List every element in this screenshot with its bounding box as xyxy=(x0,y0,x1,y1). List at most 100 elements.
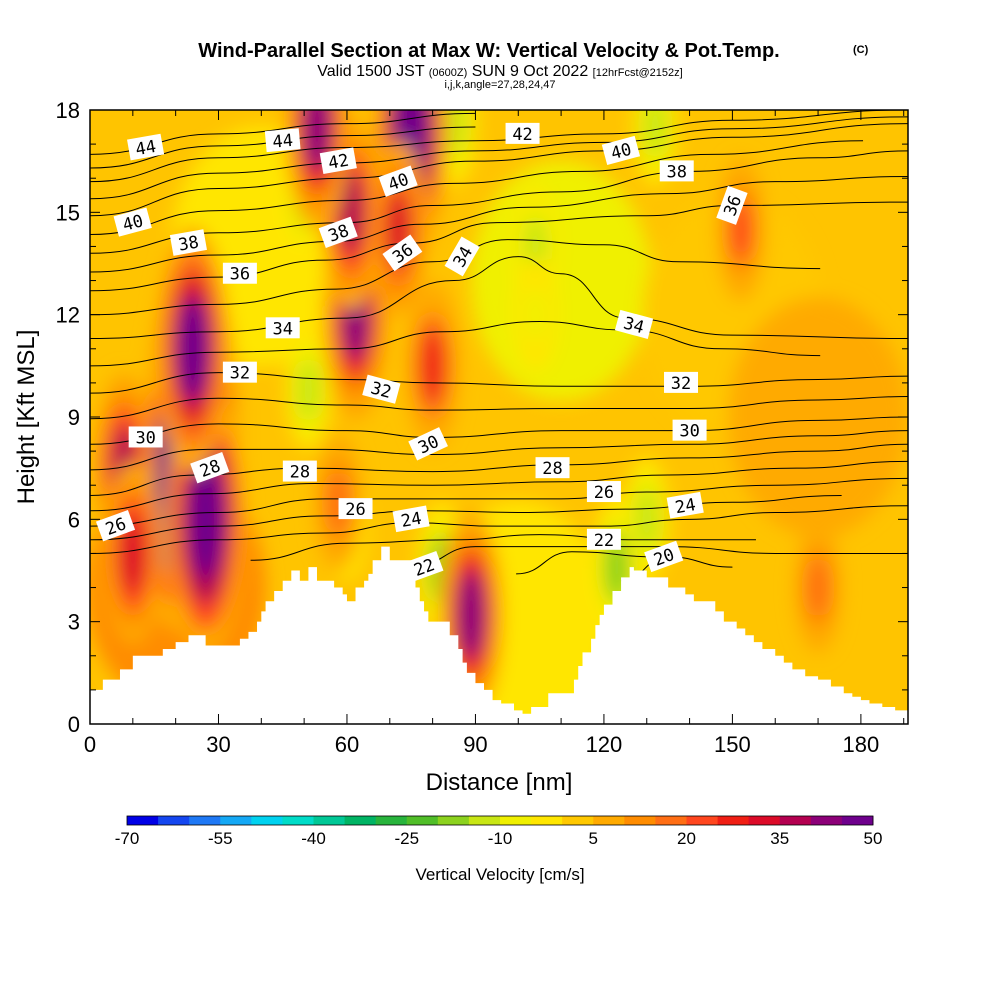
contour-label-box xyxy=(265,317,300,339)
contour-label-text: 26 xyxy=(594,483,614,503)
contour-label: 38 xyxy=(318,216,358,249)
colorbar-label: Vertical Velocity [cm/s] xyxy=(415,865,584,884)
contour-label: 32 xyxy=(222,361,257,384)
contour-label-box xyxy=(318,216,358,249)
downdraft-cell xyxy=(297,359,320,421)
theta-contour-24 xyxy=(90,505,908,554)
contour-label: 28 xyxy=(535,457,570,479)
downdraft-cell xyxy=(524,286,547,343)
theta-contour-minor xyxy=(250,534,756,561)
contour-label-box xyxy=(128,426,163,448)
x-tick-label: 30 xyxy=(206,732,230,757)
colorbar-swatch xyxy=(375,816,408,825)
contour-label-text: 24 xyxy=(674,495,698,518)
contour-label: 26 xyxy=(338,498,373,520)
subtitle-utc: (0600Z) xyxy=(429,67,468,79)
contour-label: 26 xyxy=(586,481,621,503)
contour-label-box xyxy=(190,452,230,484)
contour-label-box xyxy=(586,481,621,503)
colorbar-swatch xyxy=(220,816,252,825)
theta-contour-minor xyxy=(90,460,908,512)
colorbar-swatch xyxy=(127,816,159,825)
contour-label-box xyxy=(222,262,257,284)
colorbar-swatch xyxy=(810,816,843,825)
contour-label: 40 xyxy=(601,135,641,165)
contour-label: 44 xyxy=(264,128,301,153)
theta-contour-minor xyxy=(90,396,908,420)
contour-label-text: 30 xyxy=(679,422,699,442)
colorbar-tick-label: 35 xyxy=(770,829,789,848)
contour-label: 20 xyxy=(644,540,684,573)
contour-label-box xyxy=(338,498,373,520)
contour-label-box xyxy=(666,491,704,519)
contour-label: 34 xyxy=(265,317,300,339)
contour-label-text: 28 xyxy=(290,463,310,483)
contour-label: 22 xyxy=(586,528,621,551)
contour-label: 38 xyxy=(169,229,207,256)
x-tick-label: 150 xyxy=(714,732,751,757)
theta-contour-22 xyxy=(411,546,908,568)
theta-contour-minor xyxy=(90,320,821,367)
terrain xyxy=(90,546,908,724)
y-tick-label: 0 xyxy=(68,712,80,737)
updraft-cell xyxy=(807,558,829,617)
contour-label-box xyxy=(319,147,357,174)
updraft-cell xyxy=(188,459,223,579)
colorbar-swatch xyxy=(468,816,501,825)
contour-label: 38 xyxy=(659,160,694,182)
contour-label-box xyxy=(672,419,707,441)
contour-label-text: 22 xyxy=(594,531,614,551)
contour-label-box xyxy=(601,135,641,165)
theta-contour-40 xyxy=(90,123,908,217)
chart-title-mark: (C) xyxy=(853,44,869,56)
chart-title-group: Wind-Parallel Section at Max W: Vertical… xyxy=(198,40,868,91)
contour-label-box xyxy=(716,185,748,225)
contour-label-text: 34 xyxy=(272,319,292,339)
contour-label-box xyxy=(614,309,654,339)
contour-label-text: 42 xyxy=(512,125,532,145)
colorbar-swatch xyxy=(406,816,439,825)
contour-label: 44 xyxy=(127,133,165,161)
contour-label-text: 28 xyxy=(542,459,562,479)
subtitle-valid: Valid 1500 JST xyxy=(317,63,428,80)
colorbar-tick-label: 5 xyxy=(589,829,598,848)
contour-label-box xyxy=(113,207,152,237)
updraft-cell xyxy=(120,513,146,594)
colorbar-swatch xyxy=(500,816,532,825)
contour-label-box xyxy=(382,234,423,272)
colorbar-swatch xyxy=(344,816,377,825)
contour-label-box xyxy=(664,371,699,393)
theta-contour-minor xyxy=(90,494,842,541)
contour-label: 30 xyxy=(672,419,707,442)
contour-label-text: 38 xyxy=(177,232,201,255)
colorbar-swatch xyxy=(624,816,656,825)
downdraft-cell xyxy=(635,488,659,551)
x-tick-label: 180 xyxy=(843,732,880,757)
updraft-cell xyxy=(457,569,486,661)
colorbar-swatch xyxy=(251,816,283,825)
subtitle-date: SUN 9 Oct 2022 xyxy=(467,63,592,80)
colorbar-swatch xyxy=(593,816,625,825)
contour-label-box xyxy=(264,128,301,153)
contour-label-box xyxy=(535,457,570,479)
contour-label-text: 26 xyxy=(345,500,365,520)
colorbar-tick-label: -10 xyxy=(488,829,513,848)
colorbar-swatch xyxy=(655,816,687,825)
contour-label-text: 32 xyxy=(671,374,691,394)
colorbar-swatch xyxy=(313,816,345,825)
contour-label: 30 xyxy=(128,426,163,448)
contour-label-text: 24 xyxy=(400,509,424,532)
colorbar-swatch xyxy=(779,816,812,825)
theta-contour-34 xyxy=(90,256,908,340)
theta-contour-minor xyxy=(90,430,908,471)
colorbar-tick-label: 50 xyxy=(864,829,883,848)
x-axis-label: Distance [nm] xyxy=(426,769,573,796)
chart-title: Wind-Parallel Section at Max W: Vertical… xyxy=(198,40,779,62)
contour-label: 42 xyxy=(319,147,357,174)
contour-label-text: 42 xyxy=(327,151,351,174)
colorbar-swatch xyxy=(562,816,594,825)
background-patch xyxy=(728,297,908,537)
contour-label: 36 xyxy=(222,262,257,285)
downdraft-cell xyxy=(644,110,667,157)
